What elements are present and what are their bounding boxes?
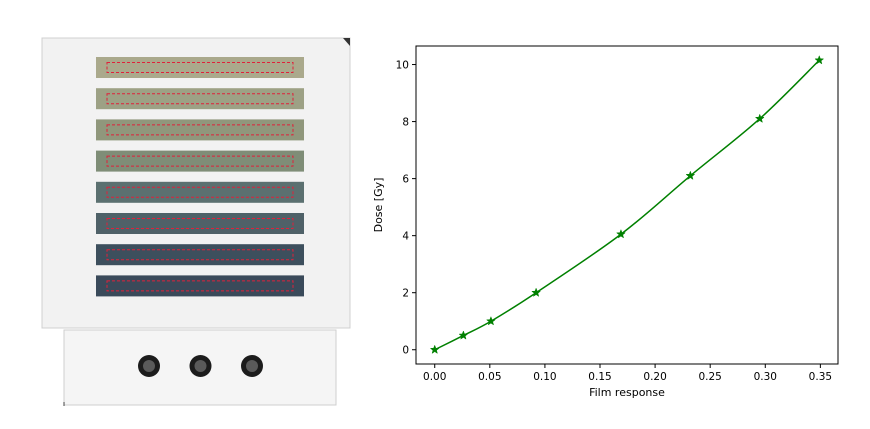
x-tick-label: 0.35 <box>809 371 832 383</box>
x-tick-label: 0.05 <box>478 371 501 383</box>
film-strip <box>96 275 304 297</box>
film-strip <box>96 88 304 110</box>
board-corner-mark <box>343 38 350 46</box>
y-tick-label: 6 <box>402 173 409 185</box>
data-point-star <box>429 344 440 354</box>
film-strip <box>96 150 304 172</box>
data-point-star <box>685 170 696 180</box>
y-tick-label: 8 <box>402 116 409 128</box>
film-strip <box>96 181 304 203</box>
y-tick-label: 0 <box>402 345 409 357</box>
roi-dashed-box <box>106 280 294 292</box>
x-tick-label: 0.25 <box>698 371 721 383</box>
film-strip <box>96 213 304 234</box>
film-strips <box>96 57 304 297</box>
x-axis-ticks: 0.00 0.05 0.10 0.15 0.20 0.25 0.30 0.35 <box>423 364 832 383</box>
roi-dashed-box <box>106 62 294 73</box>
roi-dashed-box <box>106 186 294 198</box>
film-strip <box>96 244 304 266</box>
y-tick-label: 4 <box>402 230 409 242</box>
x-tick-label: 0.15 <box>588 371 611 383</box>
data-point-star <box>485 316 496 326</box>
x-tick-label: 0.00 <box>423 371 446 383</box>
holder-hole-inner <box>246 360 258 372</box>
roi-dashed-box <box>106 249 294 261</box>
holder-holes <box>138 355 263 377</box>
plot-area-frame <box>415 45 839 365</box>
x-tick-label: 0.20 <box>643 371 666 383</box>
data-point-star <box>754 113 765 123</box>
x-tick-label: 0.10 <box>533 371 556 383</box>
data-point-markers <box>429 55 825 354</box>
data-point-star <box>458 330 469 340</box>
film-scan-image <box>0 0 360 429</box>
roi-dashed-box <box>106 155 294 167</box>
holder-hole-inner <box>143 360 155 372</box>
film-strip <box>96 57 304 78</box>
roi-dashed-box <box>106 124 294 136</box>
roi-dashed-box <box>106 93 294 105</box>
data-point-star <box>615 229 626 239</box>
calibration-fit-curve <box>434 59 820 351</box>
data-point-star <box>814 55 825 65</box>
film-strip <box>96 119 304 141</box>
holder-hole-inner <box>194 360 207 372</box>
data-point-star <box>531 287 542 297</box>
roi-dashed-box <box>106 218 294 229</box>
x-axis-label: Film response <box>589 386 665 399</box>
y-axis-label: Dose [Gy] <box>372 178 385 233</box>
x-tick-label: 0.30 <box>754 371 777 383</box>
y-axis-ticks: 0 2 4 6 8 10 <box>396 59 416 357</box>
y-tick-label: 10 <box>396 59 409 71</box>
dose-calibration-chart: 0.00 0.05 0.10 0.15 0.20 0.25 0.30 0.35 0 2 4 6 8 10… <box>372 45 839 399</box>
y-tick-label: 2 <box>402 287 409 299</box>
